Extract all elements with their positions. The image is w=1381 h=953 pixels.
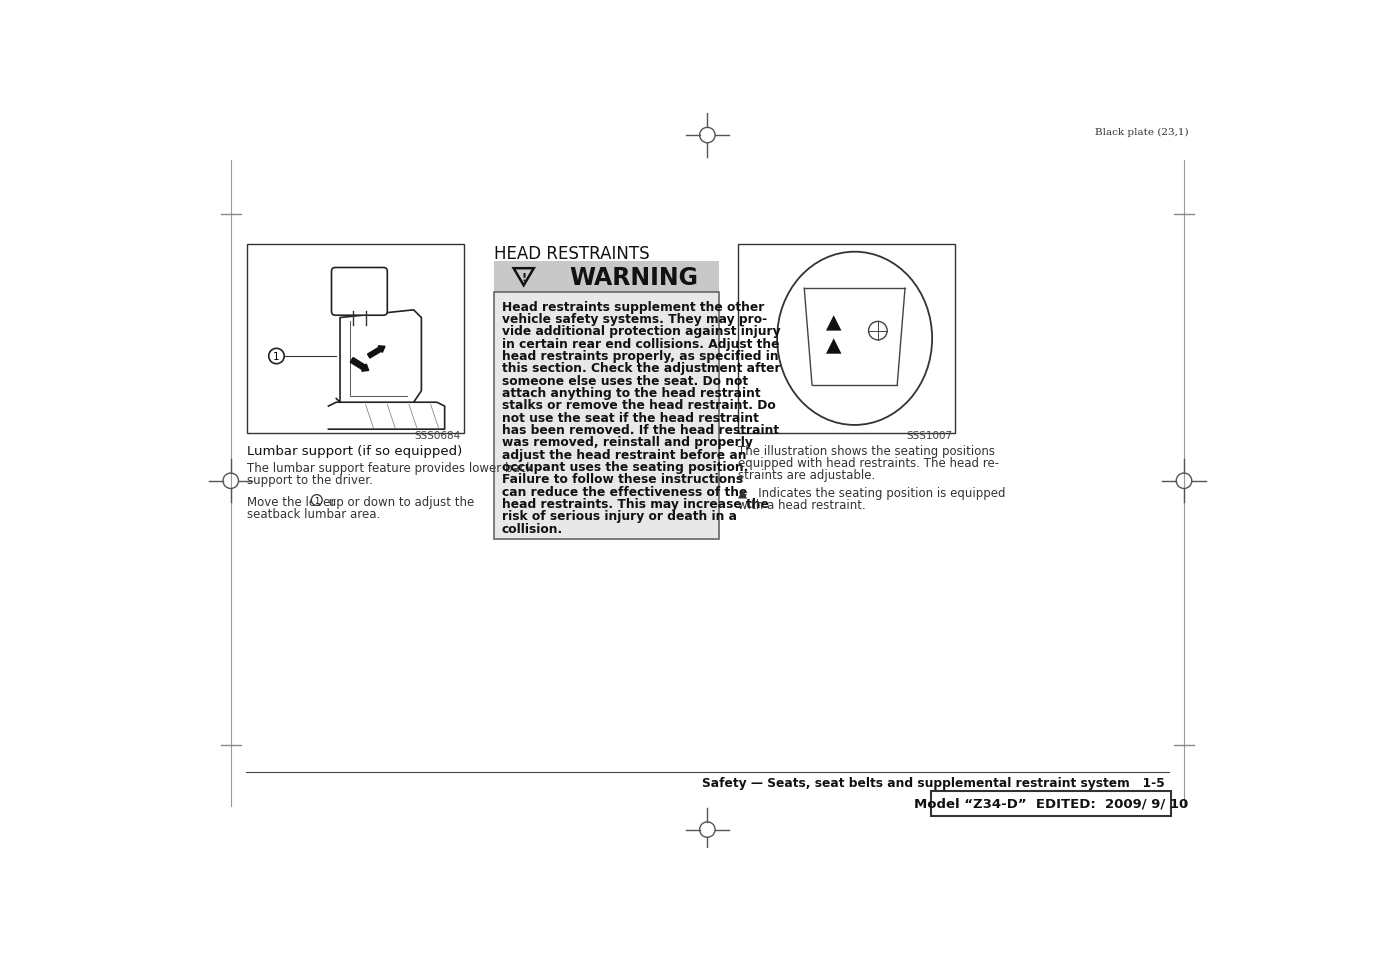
Text: seatback lumbar area.: seatback lumbar area.	[247, 507, 380, 520]
Text: head restraints properly, as specified in: head restraints properly, as specified i…	[503, 350, 779, 363]
Bar	[494, 293, 720, 539]
Text: SSS1007: SSS1007	[906, 431, 953, 440]
Text: occupant uses the seating position.: occupant uses the seating position.	[503, 460, 749, 474]
Text: Black plate (23,1): Black plate (23,1)	[1095, 129, 1189, 137]
Text: SSS0684: SSS0684	[414, 431, 461, 440]
Bar	[739, 245, 956, 434]
Text: WARNING: WARNING	[569, 266, 697, 290]
Text: 1: 1	[313, 496, 319, 505]
FancyArrow shape	[351, 358, 369, 372]
Text: support to the driver.: support to the driver.	[247, 474, 373, 487]
Ellipse shape	[778, 253, 932, 425]
Text: in certain rear end collisions. Adjust the: in certain rear end collisions. Adjust t…	[503, 337, 779, 351]
Circle shape	[269, 349, 284, 364]
Text: straints are adjustable.: straints are adjustable.	[739, 469, 876, 482]
Text: can reduce the effectiveness of the: can reduce the effectiveness of the	[503, 485, 747, 498]
Text: stalks or remove the head restraint. Do: stalks or remove the head restraint. Do	[503, 399, 776, 412]
Text: Failure to follow these instructions: Failure to follow these instructions	[503, 473, 743, 486]
Text: The illustration shows the seating positions: The illustration shows the seating posit…	[739, 444, 996, 457]
FancyBboxPatch shape	[331, 268, 387, 315]
Text: head restraints. This may increase the: head restraints. This may increase the	[503, 497, 769, 511]
Text: not use the seat if the head restraint: not use the seat if the head restraint	[503, 412, 760, 424]
Text: ▲   Indicates the seating position is equipped: ▲ Indicates the seating position is equi…	[739, 487, 1005, 499]
Text: up or down to adjust the: up or down to adjust the	[326, 496, 475, 508]
Text: has been removed. If the head restraint: has been removed. If the head restraint	[503, 423, 779, 436]
Text: attach anything to the head restraint: attach anything to the head restraint	[503, 387, 761, 399]
Text: !: !	[521, 273, 526, 282]
Text: Lumbar support (if so equipped): Lumbar support (if so equipped)	[247, 444, 463, 457]
Circle shape	[869, 322, 887, 340]
Text: Move the lever: Move the lever	[247, 496, 336, 508]
Bar	[494, 262, 720, 293]
Text: 1: 1	[273, 352, 280, 361]
Bar	[247, 245, 464, 434]
Polygon shape	[514, 269, 534, 286]
Text: equipped with head restraints. The head re-: equipped with head restraints. The head …	[739, 456, 1000, 470]
Text: Safety — Seats, seat belts and supplemental restraint system   1-5: Safety — Seats, seat belts and supplemen…	[702, 776, 1164, 789]
Text: Head restraints supplement the other: Head restraints supplement the other	[503, 300, 764, 314]
Bar	[931, 791, 1171, 816]
Text: risk of serious injury or death in a: risk of serious injury or death in a	[503, 510, 737, 522]
Text: with a head restraint.: with a head restraint.	[739, 499, 866, 512]
Polygon shape	[826, 339, 841, 355]
Text: vehicle safety systems. They may pro-: vehicle safety systems. They may pro-	[503, 313, 766, 326]
Text: Model “Z34-D”  EDITED:  2009/ 9/ 10: Model “Z34-D” EDITED: 2009/ 9/ 10	[914, 797, 1188, 810]
Circle shape	[311, 496, 322, 506]
Text: HEAD RESTRAINTS: HEAD RESTRAINTS	[494, 245, 650, 263]
Text: vide additional protection against injury: vide additional protection against injur…	[503, 325, 780, 338]
FancyArrow shape	[367, 347, 385, 358]
Text: collision.: collision.	[503, 522, 563, 535]
Text: was removed, reinstall and properly: was removed, reinstall and properly	[503, 436, 753, 449]
Text: adjust the head restraint before an: adjust the head restraint before an	[503, 448, 747, 461]
Text: this section. Check the adjustment after: this section. Check the adjustment after	[503, 362, 780, 375]
Text: The lumbar support feature provides lower back: The lumbar support feature provides lowe…	[247, 461, 533, 475]
Text: someone else uses the seat. Do not: someone else uses the seat. Do not	[503, 375, 749, 387]
Polygon shape	[826, 315, 841, 332]
